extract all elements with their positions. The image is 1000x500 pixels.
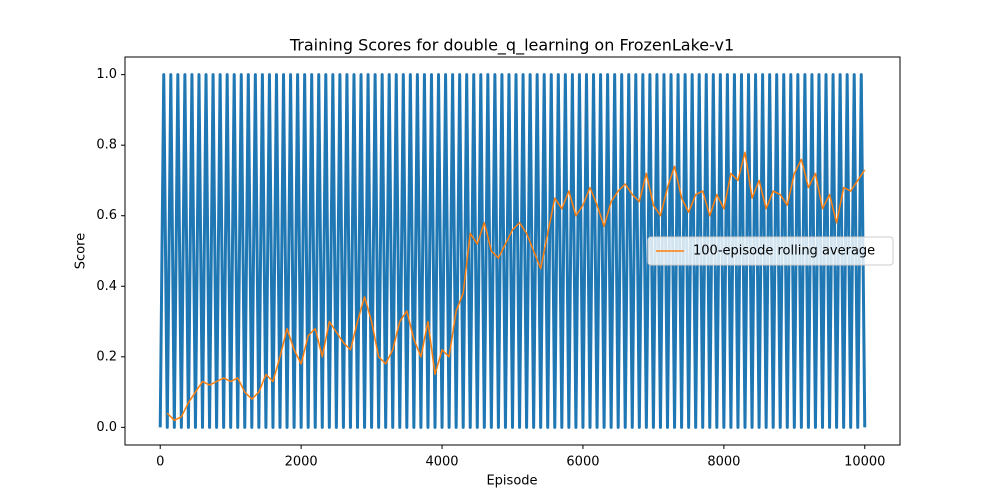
series-line [166, 151, 866, 422]
plot-frame [124, 56, 901, 446]
legend-label: 100-episode rolling average [693, 244, 875, 259]
y-tick-label: 0.4 [96, 279, 117, 294]
x-tick-label: 2000 [285, 455, 318, 470]
legend-box [647, 236, 894, 266]
y-tick-label: 0.8 [96, 138, 117, 153]
y-tick-label: 1.0 [96, 67, 117, 82]
x-tick-label: 4000 [425, 455, 458, 470]
chart-title: Training Scores for double_q_learning on… [289, 36, 734, 56]
series-line [158, 73, 867, 429]
x-tick-label: 0 [156, 455, 164, 470]
y-tick-label: 0.2 [96, 349, 117, 364]
x-axis-label: Episode [486, 474, 537, 489]
y-tick-label: 0.0 [96, 420, 117, 435]
y-axis-label: Score [74, 233, 89, 269]
y-tick-label: 0.6 [96, 208, 117, 223]
x-tick-label: 6000 [566, 455, 599, 470]
x-tick-label: 10000 [844, 455, 885, 470]
x-tick-label: 8000 [707, 455, 740, 470]
